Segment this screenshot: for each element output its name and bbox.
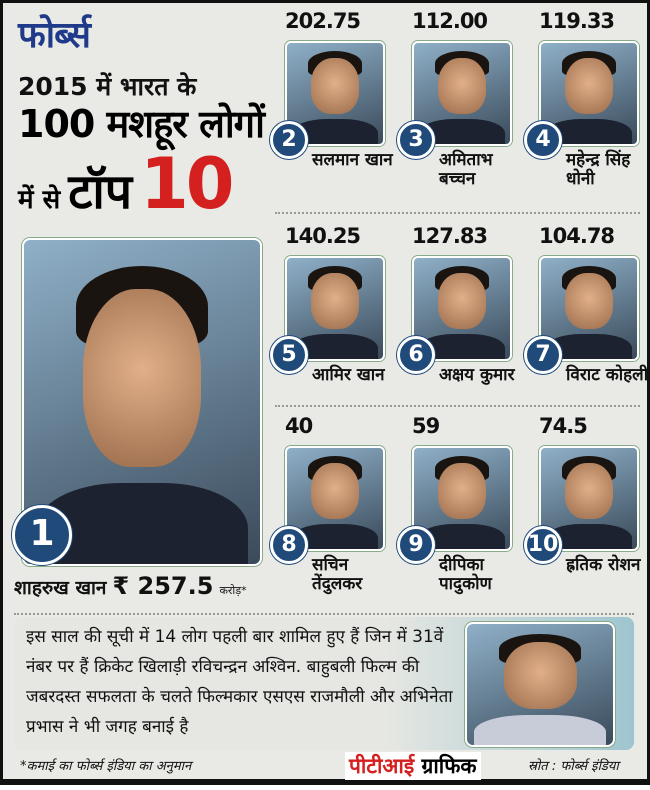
- rank-badge: 7: [524, 336, 562, 374]
- headline-line3a: में से: [18, 185, 61, 215]
- earning-value: 140.25: [285, 224, 361, 248]
- rank-badge: 3: [397, 121, 435, 159]
- headline-line1: 2015 में भारत के: [18, 72, 197, 101]
- rank-badge: 8: [270, 526, 308, 564]
- headline-line2: 100 मशहूर लोगों: [18, 102, 265, 146]
- person-photo: [412, 256, 512, 361]
- headline-line3: में से टॉप 10: [18, 143, 235, 225]
- person-photo: [539, 446, 639, 551]
- earning-value: 104.78: [539, 224, 615, 248]
- divider: [275, 405, 640, 407]
- earning-value: 74.5: [539, 414, 588, 438]
- person-photo: [539, 256, 639, 361]
- person-name: सचिन तेंदुलकर: [312, 555, 363, 594]
- rank-badge: 2: [270, 121, 308, 159]
- rank-badge: 1: [12, 505, 72, 565]
- divider: [275, 212, 640, 214]
- earning-value: 40: [285, 414, 313, 438]
- person-name: दीपिका पादुकोण: [439, 555, 492, 594]
- rank-badge: 6: [397, 336, 435, 374]
- person-name: सलमान खान: [312, 150, 393, 170]
- person-name: अमिताभ बच्चन: [439, 150, 493, 189]
- brand-title: फोर्ब्स: [18, 15, 91, 56]
- pti-red: पीटीआई: [349, 754, 415, 778]
- rank-badge: 5: [270, 336, 308, 374]
- headline-top10: 10: [140, 143, 234, 225]
- footnote: *कमाई का फोर्ब्स इंडिया का अनुमान: [20, 759, 192, 774]
- source: स्रोत : फोर्ब्स इंडिया: [528, 759, 619, 774]
- earning-value: 202.75: [285, 9, 361, 33]
- photo-rank1: [22, 238, 262, 566]
- earning-value: 112.00: [412, 9, 488, 33]
- rank-badge: 9: [397, 526, 435, 564]
- earning-value: 119.33: [539, 9, 615, 33]
- divider: [14, 613, 634, 615]
- rank1-unit: करोड़*: [219, 584, 247, 597]
- person-name: विराट कोहली: [566, 365, 649, 385]
- photo-prabhas: [465, 622, 615, 747]
- note-text: इस साल की सूची में 14 लोग पहली बार शामिल…: [26, 627, 453, 737]
- pti-black: ग्राफिक: [421, 754, 477, 778]
- rank-badge: 4: [524, 121, 562, 159]
- rank1-earning: ₹ 257.5: [112, 572, 214, 600]
- rank1-row: शाहरुख खान ₹ 257.5 करोड़*: [14, 572, 274, 601]
- earning-value: 127.83: [412, 224, 488, 248]
- earning-value: 59: [412, 414, 440, 438]
- pti-graphic-label: पीटीआई ग्राफिक: [345, 752, 481, 780]
- person-name: आमिर खान: [312, 365, 385, 385]
- rank-badge: 10: [524, 526, 562, 564]
- person-name: महेन्द्र सिंह धोनी: [566, 150, 631, 189]
- headline-line3b: टॉप: [68, 164, 133, 220]
- rank1-name: शाहरुख खान: [14, 577, 107, 599]
- person-name: अक्षय कुमार: [439, 365, 515, 385]
- person-name: ह्रतिक रोशन: [566, 555, 641, 575]
